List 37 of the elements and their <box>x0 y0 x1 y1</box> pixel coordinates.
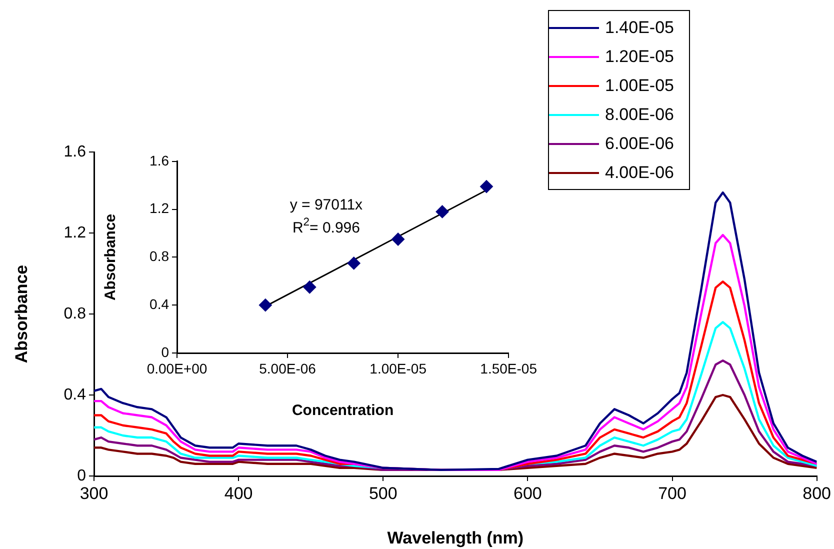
x-tick-label: 0.00E+00 <box>146 360 208 376</box>
y-tick-label: 0.4 <box>150 296 170 312</box>
point <box>392 232 405 246</box>
x-axis-title: Concentration <box>292 402 394 420</box>
legend-label: 1.40E-05 <box>605 18 674 38</box>
x-tick-label: 300 <box>80 484 108 503</box>
x-axis-title: Wavelength (nm) <box>387 528 524 548</box>
legend-label: 1.20E-05 <box>605 46 674 66</box>
y-tick-label: 1.2 <box>150 200 170 216</box>
y-tick-label: 0 <box>77 467 86 484</box>
y-tick-label: 0.8 <box>150 248 170 264</box>
point <box>303 280 316 294</box>
x-tick-label: 600 <box>514 484 542 503</box>
legend-label: 1.00E-05 <box>605 76 674 96</box>
legend-label: 8.00E-06 <box>605 104 674 124</box>
x-tick-label: 5.00E-06 <box>259 360 316 376</box>
x-tick-label: 700 <box>658 484 686 503</box>
y-tick-label: 1.6 <box>64 143 86 160</box>
y-tick-label: 0 <box>161 344 170 360</box>
x-tick-label: 1.00E-05 <box>370 360 427 376</box>
y-axis-title: Absorbance <box>12 264 31 364</box>
y-tick-label: 0.4 <box>64 386 86 404</box>
point <box>480 180 493 194</box>
y-axis-title: Absorbance <box>102 214 120 301</box>
y-tick-label: 0.8 <box>64 305 86 322</box>
x-tick-label: 1.50E-05 <box>480 360 538 376</box>
y-tick-label: 1.2 <box>64 224 86 242</box>
point <box>347 256 360 270</box>
legend-label: 4.00E-06 <box>605 162 674 182</box>
legend-label: 6.00E-06 <box>605 134 674 154</box>
point <box>258 298 272 312</box>
x-tick-label: 500 <box>368 484 398 503</box>
x-tick-label: 800 <box>802 484 832 503</box>
x-tick-label: 400 <box>224 484 253 503</box>
y-tick-label: 1.6 <box>150 152 170 168</box>
annotation: y = 97011x <box>290 196 364 214</box>
point <box>436 205 449 218</box>
